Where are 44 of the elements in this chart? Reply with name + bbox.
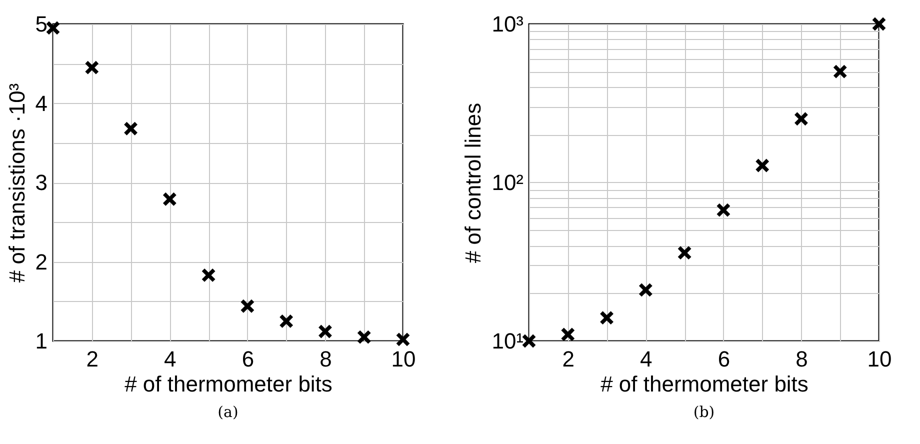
- y-tick-label: 5: [35, 12, 48, 36]
- x-tick-label: 8: [320, 346, 332, 372]
- x-axis-title: # of thermometer bits: [600, 372, 808, 396]
- point: [600, 311, 614, 325]
- point: [46, 21, 60, 35]
- point: [522, 334, 536, 348]
- text: (b): [693, 403, 715, 421]
- y-tick-label: 1: [35, 328, 48, 354]
- point: [162, 192, 176, 206]
- x-tick-label: 10: [391, 346, 416, 372]
- point: [833, 64, 847, 78]
- point: [202, 268, 216, 282]
- point: [678, 246, 692, 260]
- x-tick-label: 6: [242, 346, 254, 372]
- point: [561, 328, 575, 342]
- point: [318, 324, 332, 338]
- y-tick-label: 10¹: [492, 328, 524, 354]
- point: [872, 17, 886, 31]
- x-axis-title: # of thermometer bits: [124, 372, 332, 396]
- text: (a): [218, 403, 238, 421]
- x-tick-label: 2: [562, 346, 575, 372]
- y-tick-label: 2: [35, 249, 48, 274]
- x-tick-label: 4: [640, 346, 652, 372]
- x-tick-label: 8: [796, 346, 808, 372]
- x-tick-label: 6: [718, 346, 730, 372]
- y-tick-label: 10²: [492, 170, 524, 195]
- y-axis-title: # of control lines: [460, 102, 486, 264]
- point: [357, 330, 371, 344]
- point: [638, 283, 652, 297]
- y-tick-label: 10³: [492, 12, 524, 36]
- x-tick-label: 4: [164, 346, 176, 372]
- point: [396, 332, 410, 346]
- point: [756, 158, 770, 172]
- x-tick-label: 10: [867, 346, 892, 372]
- point: [716, 203, 730, 217]
- point: [240, 299, 254, 313]
- point: [280, 314, 294, 328]
- y-tick-label: 3: [35, 170, 48, 195]
- y-axis-title: # of transistions ·10³: [4, 83, 30, 283]
- point: [85, 60, 99, 74]
- x-tick-label: 2: [86, 346, 99, 372]
- point: [124, 122, 138, 136]
- point: [794, 112, 808, 126]
- y-tick-label: 4: [35, 90, 48, 116]
